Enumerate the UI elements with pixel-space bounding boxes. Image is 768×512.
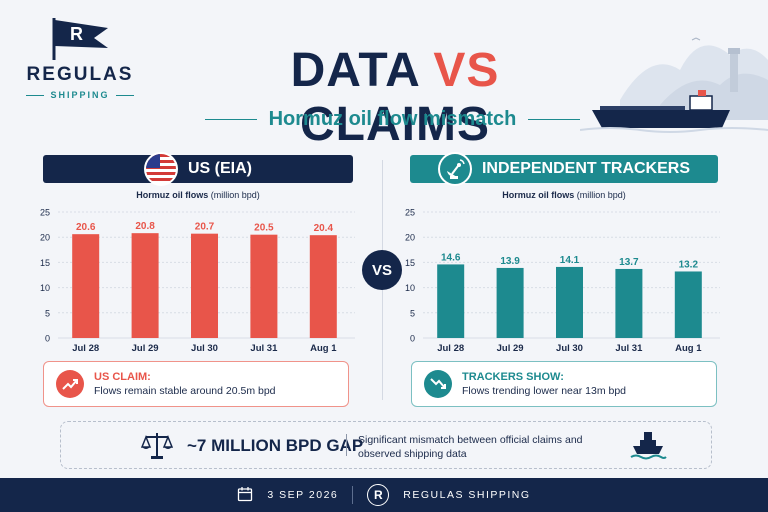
us-eia-ytick-label: 5 bbox=[45, 308, 50, 318]
trackers-bar bbox=[556, 266, 583, 338]
us-eia-bar bbox=[309, 235, 337, 338]
trackers-bar bbox=[615, 268, 643, 338]
calendar-icon bbox=[237, 486, 253, 505]
title-left: DATA bbox=[290, 44, 420, 97]
satellite-dish-icon bbox=[437, 152, 472, 186]
us-eia-value-label: 20.8 bbox=[135, 221, 155, 232]
us-eia-category-label: Aug 1 bbox=[310, 343, 337, 354]
trend-down-icon bbox=[424, 370, 452, 398]
brand-sub-wrap: SHIPPING bbox=[20, 90, 140, 100]
scale-icon bbox=[141, 433, 173, 459]
us-claim-text: Flows remain stable around 20.5m bpd bbox=[94, 385, 276, 397]
gap-summary-box: ~7 MILLION BPD GAP Significant mismatch … bbox=[60, 421, 712, 469]
tanker-scene-illustration bbox=[580, 37, 768, 133]
us-eia-header: US (EIA) bbox=[43, 152, 353, 186]
trackers-category-label: Jul 28 bbox=[437, 343, 464, 354]
brand-sub: SHIPPING bbox=[50, 90, 110, 100]
trackers-bar bbox=[437, 264, 465, 338]
right-chart-title-main: Hormuz oil flows bbox=[502, 190, 575, 200]
us-eia-category-label: Jul 31 bbox=[250, 343, 278, 354]
trackers-bar-chart: 0 5 10 15 20 25 14.6 Jul 28 13.9 Jul 29 14.1 Jul 30… bbox=[405, 208, 720, 354]
footer: 3 SEP 2026 R REGULAS SHIPPING bbox=[0, 478, 768, 512]
footer-separator bbox=[352, 486, 354, 504]
independent-trackers-header: INDEPENDENT TRACKERS bbox=[410, 152, 718, 186]
us-flag-icon bbox=[144, 152, 178, 186]
trackers-claim-box: TRACKERS SHOW: Flows trending lower near… bbox=[411, 361, 717, 407]
us-eia-bar bbox=[250, 234, 278, 338]
independent-trackers-header-label: INDEPENDENT TRACKERS bbox=[481, 160, 690, 177]
title-right: CLAIMS bbox=[300, 98, 490, 151]
us-eia-ytick-label: 20 bbox=[40, 233, 50, 243]
trackers-ytick-label: 20 bbox=[405, 233, 415, 243]
ship-icon bbox=[630, 432, 667, 460]
trackers-value-label: 14.6 bbox=[441, 252, 461, 263]
trackers-ytick-label: 15 bbox=[405, 258, 415, 268]
us-eia-ytick-label: 15 bbox=[40, 258, 50, 268]
page-title: DATA VS CLAIMS bbox=[190, 44, 600, 152]
us-eia-category-label: Jul 28 bbox=[72, 343, 99, 354]
trackers-category-label: Jul 30 bbox=[556, 343, 583, 354]
vs-badge: VS bbox=[362, 250, 402, 290]
logo-letter: R bbox=[70, 24, 83, 44]
trackers-claim-text: Flows trending lower near 13m bpd bbox=[462, 385, 627, 397]
left-chart-title-main: Hormuz oil flows bbox=[136, 190, 209, 200]
trackers-ytick-label: 0 bbox=[410, 334, 415, 344]
right-chart-title: Hormuz oil flows (million bpd) bbox=[410, 190, 718, 200]
left-chart-title-unit: (million bpd) bbox=[210, 190, 260, 200]
us-eia-category-label: Jul 29 bbox=[132, 343, 159, 354]
trackers-value-label: 13.7 bbox=[619, 257, 639, 268]
us-eia-value-label: 20.6 bbox=[76, 222, 96, 233]
left-chart-title: Hormuz oil flows (million bpd) bbox=[43, 190, 353, 200]
subtitle-wrap: Hormuz oil flow mismatch bbox=[205, 108, 580, 131]
right-chart-title-unit: (million bpd) bbox=[576, 190, 626, 200]
us-eia-bar-chart: 0 5 10 15 20 25 20.6 Jul 28 20.8 Jul 29 20.7 Jul 30… bbox=[40, 208, 355, 354]
title-vs: VS bbox=[433, 44, 500, 97]
us-eia-category-label: Jul 30 bbox=[191, 343, 218, 354]
trackers-bar bbox=[674, 271, 702, 338]
gap-description: Significant mismatch between official cl… bbox=[358, 434, 583, 460]
trackers-value-label: 13.9 bbox=[500, 256, 520, 267]
page-subtitle: Hormuz oil flow mismatch bbox=[268, 108, 517, 130]
brand-name: REGULAS bbox=[26, 64, 134, 85]
footer-date: 3 SEP 2026 bbox=[267, 489, 339, 501]
us-claim-heading: US CLAIM: bbox=[94, 371, 151, 383]
us-eia-ytick-label: 0 bbox=[45, 334, 50, 344]
gap-title: ~7 MILLION BPD GAP bbox=[187, 436, 364, 455]
trackers-category-label: Jul 29 bbox=[497, 343, 524, 354]
us-eia-bar bbox=[72, 234, 100, 338]
us-eia-value-label: 20.5 bbox=[254, 223, 274, 234]
trackers-value-label: 13.2 bbox=[679, 259, 699, 270]
trackers-ytick-label: 5 bbox=[410, 308, 415, 318]
gap-separator bbox=[346, 434, 347, 456]
trackers-claim-heading: TRACKERS SHOW: bbox=[462, 371, 564, 383]
footer-logo: R bbox=[367, 484, 390, 506]
us-eia-header-label: US (EIA) bbox=[188, 160, 252, 177]
footer-brand: REGULAS SHIPPING bbox=[403, 489, 531, 501]
us-eia-value-label: 20.4 bbox=[314, 223, 334, 234]
us-eia-ytick-label: 25 bbox=[40, 208, 50, 218]
trackers-bar bbox=[496, 267, 524, 338]
brand-flag-logo: R bbox=[52, 18, 108, 60]
trackers-ytick-label: 10 bbox=[405, 283, 415, 293]
us-eia-value-label: 20.7 bbox=[195, 222, 215, 233]
us-eia-bar bbox=[131, 233, 159, 338]
trackers-category-label: Jul 31 bbox=[615, 343, 643, 354]
us-eia-bar bbox=[191, 233, 218, 338]
us-eia-ytick-label: 10 bbox=[40, 283, 50, 293]
trackers-ytick-label: 25 bbox=[405, 208, 415, 218]
us-claim-box: US CLAIM: Flows remain stable around 20.… bbox=[43, 361, 349, 407]
trackers-category-label: Aug 1 bbox=[675, 343, 702, 354]
trend-up-icon bbox=[56, 370, 84, 398]
trackers-value-label: 14.1 bbox=[560, 255, 580, 266]
